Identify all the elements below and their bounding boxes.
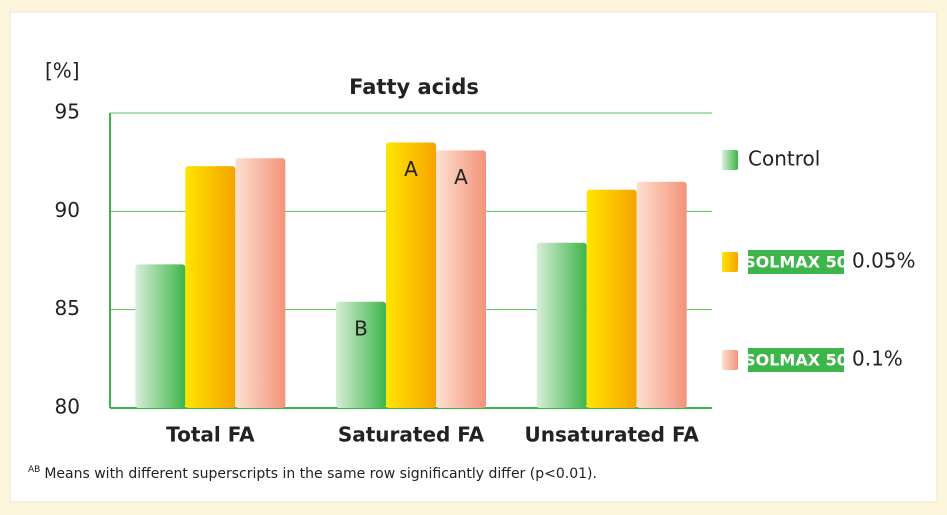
bar: [185, 166, 236, 408]
legend-badge-text: SOLMAX 50: [744, 253, 848, 272]
legend-badge: [748, 250, 844, 274]
x-tick-label: Unsaturated FA: [525, 423, 700, 447]
y-tick-label: 90: [55, 198, 80, 222]
y-tick-label: 80: [55, 395, 80, 419]
footnote-text: Means with different superscripts in the…: [44, 466, 597, 482]
significance-letter: B: [354, 316, 368, 340]
legend-badge-text: SOLMAX 50: [744, 351, 848, 370]
significance-letter: A: [404, 157, 418, 181]
x-tick-label: Saturated FA: [338, 423, 485, 447]
bar: [135, 264, 186, 408]
legend-label: 0.1%: [852, 347, 903, 371]
footnote: AB Means with different superscripts in t…: [28, 465, 597, 483]
bar: [436, 150, 486, 408]
significance-letter: A: [454, 165, 468, 189]
x-tick-label: Total FA: [166, 423, 255, 447]
y-unit: [%]: [45, 59, 80, 83]
bar: [336, 301, 386, 408]
footnote-superscript: AB: [28, 465, 40, 475]
chart-title: Fatty acids: [349, 75, 479, 99]
legend-label: Control: [748, 147, 820, 171]
y-tick-label: 95: [55, 100, 80, 124]
bar: [235, 158, 286, 408]
legend-swatch: [722, 150, 738, 170]
bar: [536, 242, 587, 408]
bar: [386, 142, 436, 408]
bar: [636, 181, 687, 408]
legend-swatch: [722, 252, 738, 272]
legend-swatch: [722, 350, 738, 370]
legend-badge: [748, 348, 844, 372]
bar: [586, 189, 637, 408]
legend-label: 0.05%: [852, 249, 916, 273]
y-tick-label: 85: [55, 296, 80, 320]
